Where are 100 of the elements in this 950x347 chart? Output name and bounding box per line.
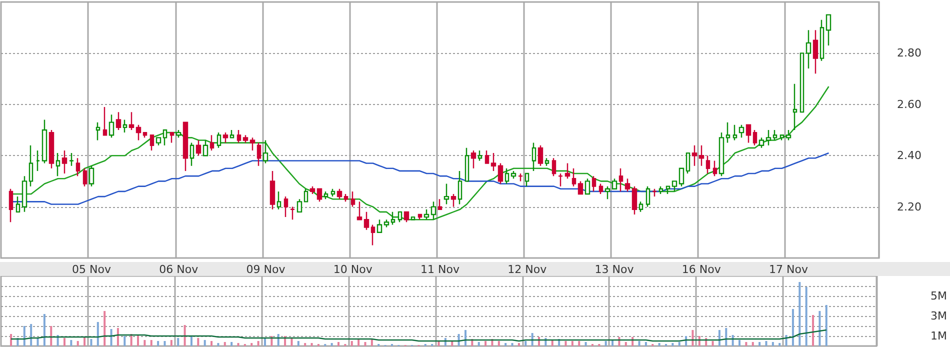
candlestick [404,211,410,223]
candlestick [170,132,174,144]
bar [758,342,761,346]
bar [210,341,213,346]
candlestick [686,152,690,174]
candlestick [826,14,832,46]
line-series [10,86,830,220]
bar [277,334,280,346]
bar [104,311,106,346]
bar [458,334,460,346]
candlestick [136,124,142,141]
y-tick-label: 2.20 [897,200,922,214]
bar [451,341,454,346]
bar [792,309,794,346]
bar [150,340,152,346]
candlestick [612,178,618,190]
bar [304,343,306,346]
candlestick [766,129,772,146]
candlestick [692,144,698,166]
candlestick [316,188,322,202]
candlestick [718,132,724,177]
candlestick [786,129,792,141]
bar [672,343,674,346]
candlestick [558,172,564,187]
bar [36,338,39,346]
bar [498,341,500,346]
bar [164,341,166,346]
bar [805,287,808,346]
y-tick-label: 2.80 [897,46,922,60]
bar [364,342,366,346]
candlestick [572,168,576,187]
y-tick-label: 3M [930,310,948,322]
bar [250,343,253,346]
bar [350,341,353,346]
bar [638,341,640,346]
x-tick-label: 06 Nov [159,263,199,276]
candlestick [390,211,396,226]
candlestick [76,158,80,177]
bar [511,343,514,346]
x-tick-label: 09 Nov [246,263,286,276]
candlestick [806,30,812,70]
candlestick [646,186,650,208]
candlestick [698,144,704,166]
bar [10,334,12,346]
candlestick [532,142,536,172]
candlestick [618,168,624,192]
bar [290,338,293,346]
bar [812,315,814,346]
candlestick [304,188,308,202]
candlestick [726,122,730,144]
candlestick [444,183,450,205]
candlestick [350,190,356,208]
candlestick [36,150,40,172]
bar [338,342,340,346]
bar [518,343,520,346]
candlestick [658,186,664,195]
bar [217,343,220,346]
candlestick [22,175,28,213]
x-tick-label: 12 Nov [508,263,548,276]
candlestick [242,134,248,144]
candlestick [458,170,462,205]
bar [698,336,700,346]
bar [184,325,186,346]
bar [76,341,79,346]
candlestick [150,134,154,152]
bar [177,338,180,346]
bar [124,336,126,346]
bar [658,343,660,346]
candlestick [552,158,556,177]
candlestick [270,170,276,210]
y-tick-label: 2.40 [897,149,922,162]
candlestick [652,188,658,198]
x-tick-label: 17 Nov [769,263,808,276]
candlestick [746,124,752,144]
candlestick [128,111,134,131]
bar [43,314,46,346]
bar [772,342,774,346]
bar [732,335,734,346]
bar [297,341,300,346]
candlestick [672,180,678,192]
bar [264,338,266,346]
candlestick [504,168,510,184]
bar [738,340,741,346]
candlestick [484,150,490,164]
candlestick [324,190,328,200]
candlestick [344,193,348,202]
candlestick [284,196,288,218]
candlestick [470,150,476,169]
candlestick [800,52,804,113]
line-series [10,329,828,342]
bar [692,330,694,346]
bar [116,328,119,346]
candlestick [196,140,202,156]
bar [578,341,580,346]
x-tick-label: 16 Nov [682,263,722,276]
bar [204,340,206,346]
candlestick [108,114,114,138]
bar [798,282,801,346]
bar [504,343,507,346]
candlestick [222,132,228,144]
